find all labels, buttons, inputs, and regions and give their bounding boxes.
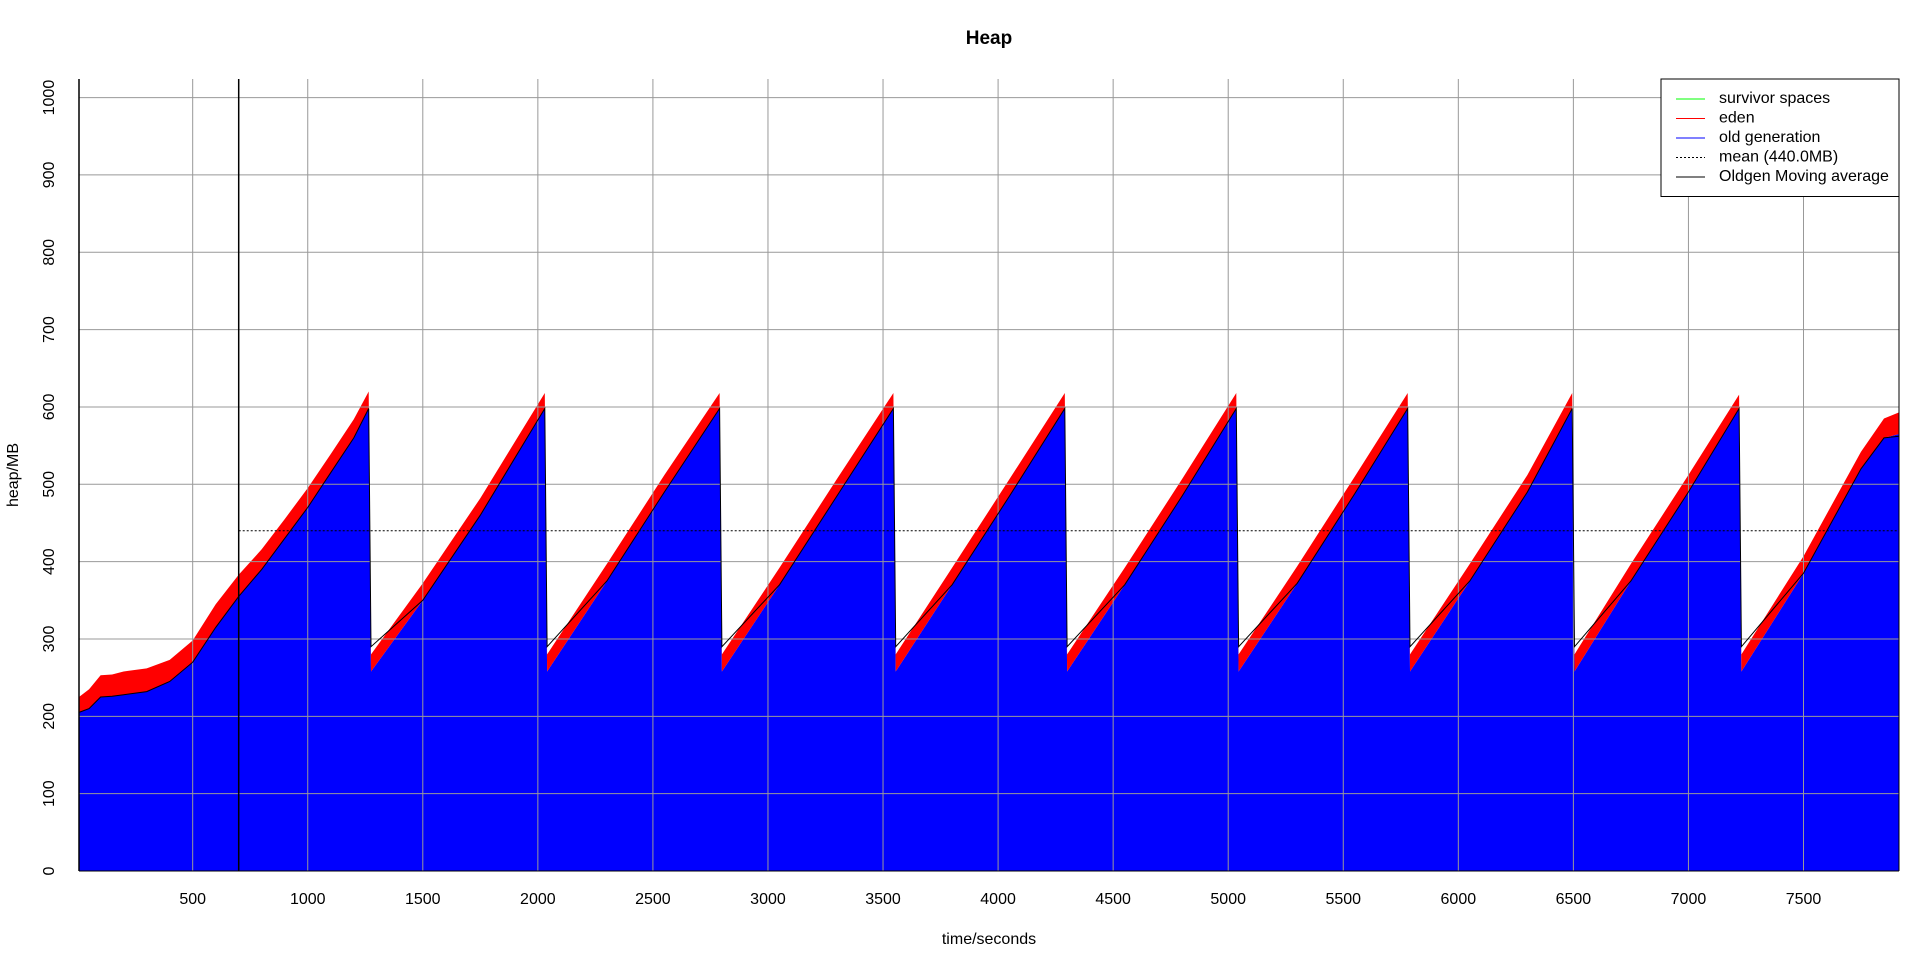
x-tick-label: 5500 [1325, 891, 1361, 908]
y-tick-label: 900 [41, 161, 58, 188]
y-tick-label: 700 [41, 316, 58, 343]
x-tick-label: 3500 [865, 891, 901, 908]
x-tick-label: 2000 [520, 891, 556, 908]
x-tick-label: 4500 [1095, 891, 1131, 908]
x-tick-label: 7000 [1671, 891, 1707, 908]
x-tick-label: 1500 [405, 891, 441, 908]
y-tick-label: 300 [41, 626, 58, 653]
y-tick-label: 400 [41, 548, 58, 575]
y-tick-label: 500 [41, 471, 58, 498]
y-tick-label: 0 [41, 866, 58, 875]
x-tick-label: 4000 [980, 891, 1016, 908]
chart-title: Heap [966, 28, 1012, 49]
y-tick-label: 600 [41, 393, 58, 420]
x-tick-label: 500 [179, 891, 206, 908]
x-tick-label: 3000 [750, 891, 786, 908]
moving-average-line [78, 406, 1900, 713]
legend-label: eden [1719, 110, 1755, 127]
x-tick-label: 5000 [1210, 891, 1246, 908]
x-tick-label: 2500 [635, 891, 671, 908]
x-tick-label: 6000 [1441, 891, 1477, 908]
y-tick-label: 200 [41, 703, 58, 730]
x-tick-label: 6500 [1556, 891, 1592, 908]
y-axis-title: heap/MB [5, 443, 22, 507]
y-tick-label: 1000 [41, 80, 58, 116]
y-tick-label: 800 [41, 239, 58, 266]
legend-label: mean (440.0MB) [1719, 149, 1838, 166]
legend-label: old generation [1719, 129, 1820, 146]
legend-label: survivor spaces [1719, 90, 1830, 107]
x-axis-title: time/seconds [942, 931, 1036, 948]
x-tick-label: 7500 [1786, 891, 1822, 908]
y-tick-label: 100 [41, 780, 58, 807]
area [79, 408, 1899, 871]
legend-label: Oldgen Moving average [1719, 168, 1889, 185]
x-tick-label: 1000 [290, 891, 326, 908]
